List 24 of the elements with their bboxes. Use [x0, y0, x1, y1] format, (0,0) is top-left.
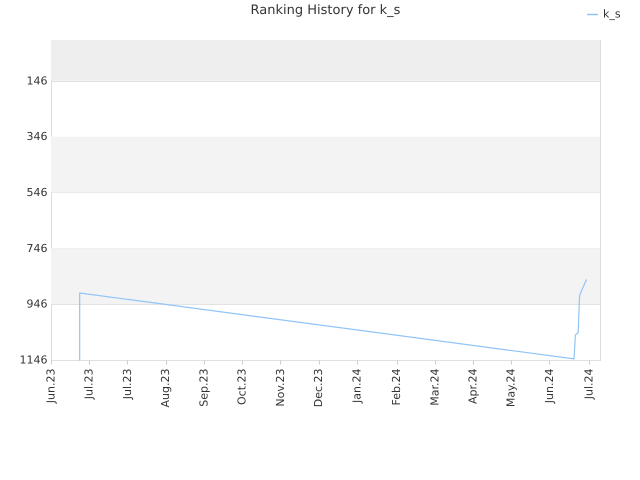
- x-tick-label: Apr.24: [466, 368, 480, 404]
- x-tick-label: Jul.24: [582, 368, 596, 400]
- y-tick-label: 146: [26, 74, 48, 88]
- x-tick-label: Jun.24: [542, 368, 556, 404]
- x-tick-label: Sep.23: [197, 368, 210, 407]
- x-tick-label: Aug.23: [159, 368, 172, 408]
- y-tick-label: 946: [26, 298, 48, 311]
- line-series: [79, 279, 587, 361]
- x-tick-label: Jul.23: [82, 368, 96, 400]
- x-tick-label: Jun.23: [44, 368, 58, 404]
- x-tick-label: Feb.24: [390, 368, 404, 406]
- x-tick-label: Mar.24: [428, 368, 442, 406]
- legend-label: k_s: [603, 8, 621, 20]
- x-tick-label: May.24: [504, 368, 518, 408]
- y-tick-label: 746: [26, 242, 48, 255]
- x-tick-label: Jul.23: [120, 368, 134, 400]
- x-tick-label: Dec.23: [312, 368, 326, 408]
- chart-title: Ranking History for k_s: [250, 3, 401, 18]
- x-tick-label: Oct.23: [236, 368, 249, 406]
- y-tick-label: 1146: [20, 354, 48, 366]
- y-tick-label: 346: [26, 130, 48, 144]
- x-tick-label: Jan.24: [350, 368, 364, 404]
- x-tick-label: Nov.23: [274, 368, 287, 407]
- y-tick-label: 546: [26, 186, 48, 199]
